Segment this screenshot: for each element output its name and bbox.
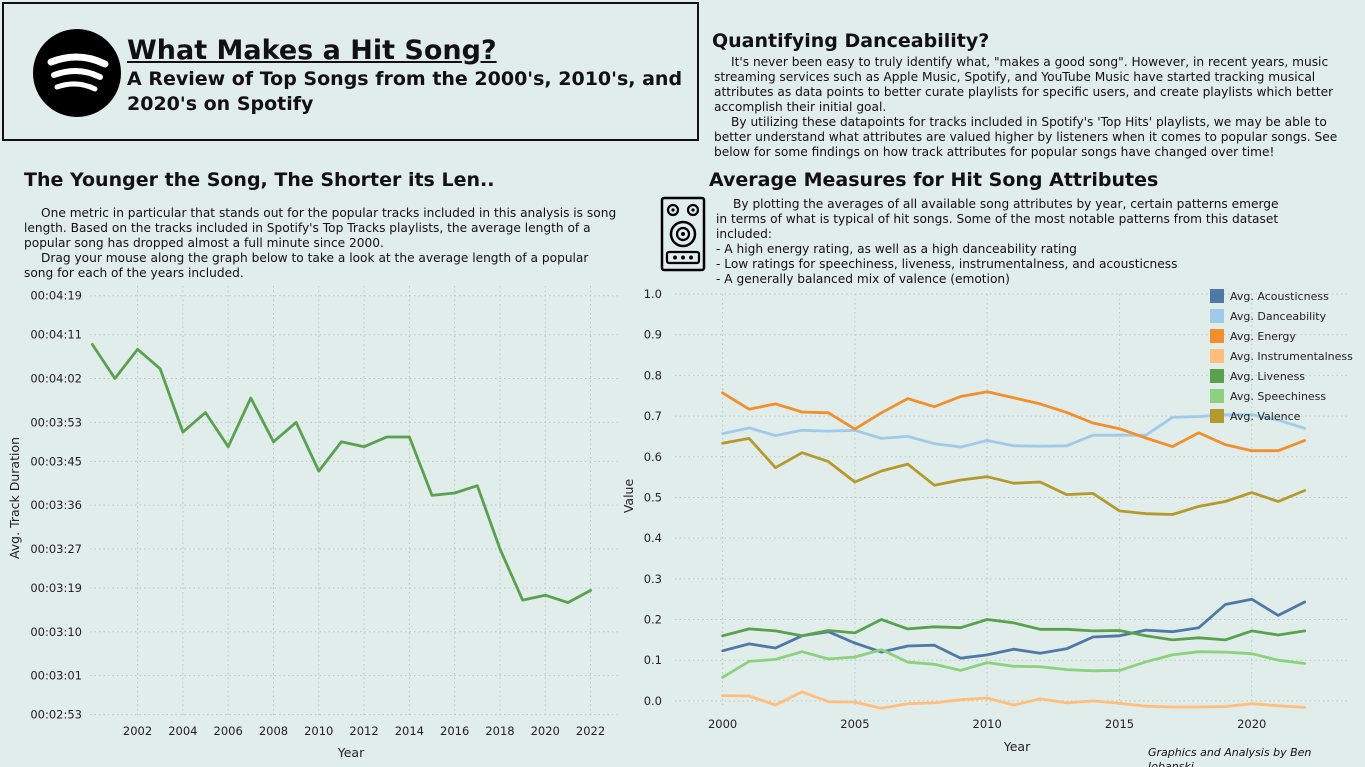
attributes-intro: By plotting the averages of all availabl… [716, 197, 1279, 241]
y-tick-label: 00:03:27 [30, 542, 82, 556]
legend-label: Avg. Acousticness [1230, 290, 1329, 303]
legend-swatch [1210, 389, 1224, 403]
y-tick-label: 00:04:19 [30, 289, 82, 303]
y-tick-label: 00:03:53 [30, 415, 82, 429]
attributes-bullet: - Low ratings for speechiness, liveness,… [716, 257, 1178, 271]
duration-paragraph: One metric in particular that stands out… [24, 206, 617, 250]
series-line-avg-instrumentalness[interactable] [721, 690, 1307, 710]
y-tick-label: 00:02:53 [30, 708, 82, 722]
y-tick-label: 0.5 [644, 490, 662, 504]
x-tick-label: 2010 [304, 724, 333, 738]
x-tick-label: 2020 [531, 724, 560, 738]
credit-text: Graphics and Analysis by Ben Jobanski [1148, 746, 1312, 767]
y-tick-label: 1.0 [644, 287, 662, 301]
x-tick-label: 2006 [214, 724, 243, 738]
legend-swatch [1210, 309, 1224, 323]
intro-title: Quantifying Danceability? [712, 30, 990, 52]
legend-swatch [1210, 289, 1224, 303]
y-tick-label: 0.2 [644, 613, 662, 627]
duration-text: One metric in particular that stands out… [24, 206, 620, 281]
attributes-title: Average Measures for Hit Song Attributes [709, 169, 1159, 191]
legend-label: Avg. Energy [1230, 330, 1296, 343]
legend-swatch [1210, 329, 1224, 343]
y-tick-label: 00:03:01 [30, 669, 82, 683]
x-tick-label: 2008 [259, 724, 288, 738]
y-tick-label: 0.0 [644, 694, 662, 708]
series-line-avg-liveness[interactable] [721, 618, 1307, 642]
series-line-avg-acousticness[interactable] [721, 597, 1307, 660]
duration-paragraph: Drag your mouse along the graph below to… [24, 251, 589, 280]
y-tick-label: 0.1 [644, 653, 662, 667]
y-tick-label: 0.7 [644, 409, 662, 423]
y-axis-label: Value [621, 479, 636, 514]
y-tick-label: 0.6 [644, 450, 662, 464]
y-tick-label: 0.3 [644, 572, 662, 586]
page-title: What Makes a Hit Song? [127, 35, 497, 66]
y-tick-label: 00:03:45 [30, 454, 82, 468]
legend-label: Avg. Liveness [1230, 370, 1305, 383]
y-tick-label: 0.9 [644, 328, 662, 342]
x-tick-label: 2022 [576, 724, 605, 738]
x-tick-label: 2000 [708, 717, 737, 731]
series-line-avg-track-duration[interactable] [90, 342, 592, 604]
series-line-avg-danceability[interactable] [721, 413, 1307, 449]
x-axis-label: Year [1003, 739, 1031, 754]
x-tick-label: 2012 [349, 724, 378, 738]
x-tick-label: 2020 [1237, 717, 1266, 731]
chart-legend: Avg. Acousticness Avg. Danceability Avg. E… [1210, 289, 1353, 423]
y-tick-label: 00:04:02 [30, 372, 82, 386]
legend-label: Avg. Speechiness [1230, 390, 1326, 403]
x-tick-label: 2010 [973, 717, 1002, 731]
x-tick-label: 2018 [485, 724, 514, 738]
speaker-icon [660, 196, 706, 276]
legend-label: Avg. Valence [1230, 410, 1301, 423]
header-box: What Makes a Hit Song? A Review of Top S… [2, 2, 699, 141]
attributes-bullet: - A generally balanced mix of valence (e… [716, 272, 1010, 286]
legend-swatch [1210, 349, 1224, 363]
duration-title: The Younger the Song, The Shorter its Le… [24, 169, 495, 191]
y-tick-label: 0.4 [644, 531, 662, 545]
x-tick-label: 2015 [1105, 717, 1134, 731]
series-line-avg-valence[interactable] [721, 436, 1307, 516]
attributes-text: By plotting the averages of all availabl… [716, 197, 1291, 287]
grid-lines [675, 293, 1347, 707]
x-tick-label: 2004 [168, 724, 197, 738]
y-axis-label: Avg. Track Duration [7, 437, 22, 559]
series-line-avg-energy[interactable] [721, 390, 1307, 453]
legend-label: Avg. Danceability [1230, 310, 1327, 323]
legend-swatch [1210, 409, 1224, 423]
intro-paragraph: By utilizing these datapoints for tracks… [714, 115, 1338, 159]
y-tick-label: 00:03:10 [30, 625, 82, 639]
x-tick-label: 2016 [440, 724, 469, 738]
x-tick-label: 2014 [395, 724, 424, 738]
legend-label: Avg. Instrumentalness [1230, 350, 1353, 363]
intro-text: It's never been easy to truly identify w… [714, 55, 1342, 160]
legend-swatch [1210, 369, 1224, 383]
y-tick-label: 00:04:11 [30, 328, 82, 342]
x-tick-label: 2005 [840, 717, 869, 731]
x-axis-label: Year [337, 745, 365, 760]
y-tick-label: 00:03:19 [30, 581, 82, 595]
y-tick-label: 00:03:36 [30, 498, 82, 512]
spotify-logo-icon [33, 29, 121, 117]
page-subtitle: A Review of Top Songs from the 2000's, 2… [127, 68, 683, 115]
series-line-avg-speechiness[interactable] [721, 648, 1307, 679]
y-tick-label: 0.8 [644, 368, 662, 382]
intro-paragraph: It's never been easy to truly identify w… [714, 55, 1334, 114]
attributes-bullet: - A high energy rating, as well as a hig… [716, 242, 1077, 256]
x-tick-label: 2002 [123, 724, 152, 738]
grid-lines [90, 286, 620, 717]
